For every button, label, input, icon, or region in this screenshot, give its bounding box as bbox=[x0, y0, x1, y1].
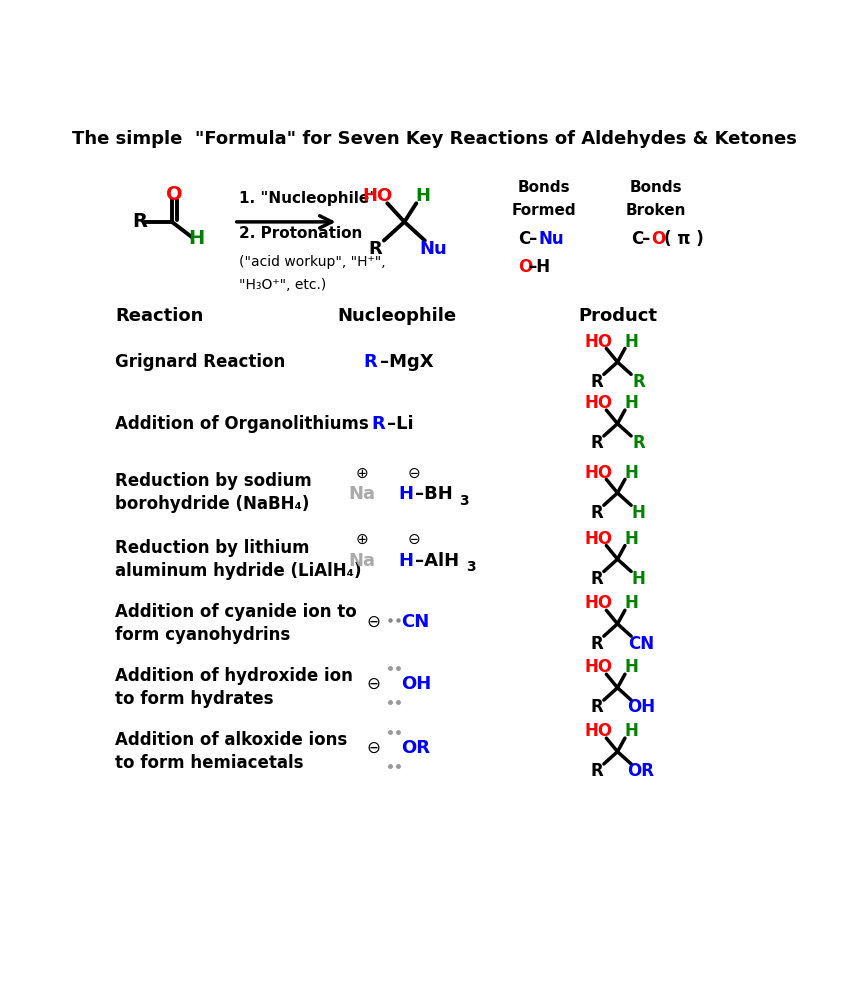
Text: ⊖: ⊖ bbox=[407, 466, 420, 481]
Text: OR: OR bbox=[628, 763, 655, 781]
Text: R: R bbox=[633, 434, 645, 452]
Text: Product: Product bbox=[578, 307, 657, 325]
Text: Addition of Organolithiums: Addition of Organolithiums bbox=[115, 415, 369, 433]
Text: H: H bbox=[399, 552, 414, 570]
Text: H: H bbox=[632, 504, 645, 522]
Text: C: C bbox=[518, 229, 531, 247]
Text: to form hydrates: to form hydrates bbox=[115, 690, 274, 708]
Text: borohydride (NaBH₄): borohydride (NaBH₄) bbox=[115, 495, 310, 513]
Text: HO: HO bbox=[585, 658, 613, 676]
Text: R: R bbox=[131, 212, 147, 231]
Text: Nu: Nu bbox=[538, 229, 564, 247]
Text: H: H bbox=[624, 395, 638, 412]
Text: HO: HO bbox=[585, 333, 613, 351]
Text: 1. "Nucleophile": 1. "Nucleophile" bbox=[239, 191, 377, 206]
Text: R: R bbox=[364, 353, 377, 371]
Text: Bonds: Bonds bbox=[630, 179, 683, 194]
Text: ( π ): ( π ) bbox=[664, 229, 704, 247]
Text: –: – bbox=[642, 229, 650, 247]
Text: The simple  "Formula" for Seven Key Reactions of Aldehydes & Ketones: The simple "Formula" for Seven Key React… bbox=[72, 129, 797, 147]
Text: H: H bbox=[624, 464, 638, 482]
Text: ⊖: ⊖ bbox=[407, 532, 420, 547]
Text: to form hemiacetals: to form hemiacetals bbox=[115, 755, 304, 773]
Text: R: R bbox=[369, 240, 382, 258]
Text: –H: –H bbox=[528, 258, 550, 276]
Text: H: H bbox=[624, 530, 638, 548]
Text: CN: CN bbox=[401, 613, 430, 631]
Text: Addition of alkoxide ions: Addition of alkoxide ions bbox=[115, 731, 348, 749]
Text: ("acid workup", "H⁺",: ("acid workup", "H⁺", bbox=[239, 255, 386, 269]
Text: HO: HO bbox=[585, 395, 613, 412]
Text: HO: HO bbox=[585, 722, 613, 740]
Text: ⊖: ⊖ bbox=[366, 675, 380, 692]
Text: Addition of hydroxide ion: Addition of hydroxide ion bbox=[115, 667, 353, 685]
Text: –: – bbox=[528, 229, 537, 247]
Text: –Li: –Li bbox=[388, 415, 414, 433]
Text: ⊖: ⊖ bbox=[366, 613, 380, 631]
Text: H: H bbox=[624, 333, 638, 351]
Text: R: R bbox=[633, 373, 645, 391]
Text: HO: HO bbox=[363, 186, 393, 204]
Text: H: H bbox=[188, 229, 205, 248]
Text: Broken: Broken bbox=[626, 202, 687, 217]
Text: Na: Na bbox=[349, 552, 376, 570]
Text: Reduction by sodium: Reduction by sodium bbox=[115, 472, 312, 490]
Text: HO: HO bbox=[585, 594, 613, 612]
Text: Formed: Formed bbox=[511, 202, 576, 217]
Text: H: H bbox=[624, 722, 638, 740]
Text: H: H bbox=[399, 485, 414, 503]
Text: 3: 3 bbox=[466, 560, 476, 574]
Text: R: R bbox=[590, 698, 603, 716]
Text: 2. Protonation: 2. Protonation bbox=[239, 225, 363, 240]
Text: ⊕: ⊕ bbox=[355, 466, 368, 481]
Text: –AlH: –AlH bbox=[416, 552, 460, 570]
Text: HO: HO bbox=[585, 530, 613, 548]
Text: 3: 3 bbox=[459, 494, 468, 508]
Text: Reduction by lithium: Reduction by lithium bbox=[115, 539, 310, 556]
Text: form cyanohydrins: form cyanohydrins bbox=[115, 626, 291, 644]
Text: H: H bbox=[416, 186, 431, 204]
Text: R: R bbox=[590, 434, 603, 452]
Text: Grignard Reaction: Grignard Reaction bbox=[115, 353, 286, 371]
Text: R: R bbox=[371, 415, 385, 433]
Text: Addition of cyanide ion to: Addition of cyanide ion to bbox=[115, 603, 357, 621]
Text: Nucleophile: Nucleophile bbox=[337, 307, 456, 325]
Text: R: R bbox=[590, 373, 603, 391]
Text: CN: CN bbox=[628, 634, 654, 652]
Text: HO: HO bbox=[585, 464, 613, 482]
Text: OH: OH bbox=[627, 698, 656, 716]
Text: ⊕: ⊕ bbox=[355, 532, 368, 547]
Text: R: R bbox=[590, 570, 603, 588]
Text: O: O bbox=[518, 258, 533, 276]
Text: H: H bbox=[632, 570, 645, 588]
Text: OH: OH bbox=[401, 675, 432, 692]
Text: O: O bbox=[166, 184, 182, 203]
Text: R: R bbox=[590, 634, 603, 652]
Text: Bonds: Bonds bbox=[517, 179, 570, 194]
Text: H: H bbox=[624, 658, 638, 676]
Text: H: H bbox=[624, 594, 638, 612]
Text: Reaction: Reaction bbox=[115, 307, 204, 325]
Text: "H₃O⁺", etc.): "H₃O⁺", etc.) bbox=[239, 278, 326, 292]
Text: C: C bbox=[632, 229, 644, 247]
Text: OR: OR bbox=[401, 738, 430, 757]
Text: R: R bbox=[590, 504, 603, 522]
Text: –MgX: –MgX bbox=[380, 353, 433, 371]
Text: –BH: –BH bbox=[416, 485, 453, 503]
Text: Nu: Nu bbox=[420, 240, 447, 258]
Text: R: R bbox=[590, 763, 603, 781]
Text: ⊖: ⊖ bbox=[366, 738, 380, 757]
Text: O: O bbox=[651, 229, 666, 247]
Text: aluminum hydride (LiAlH₄): aluminum hydride (LiAlH₄) bbox=[115, 562, 362, 580]
Text: Na: Na bbox=[349, 485, 376, 503]
